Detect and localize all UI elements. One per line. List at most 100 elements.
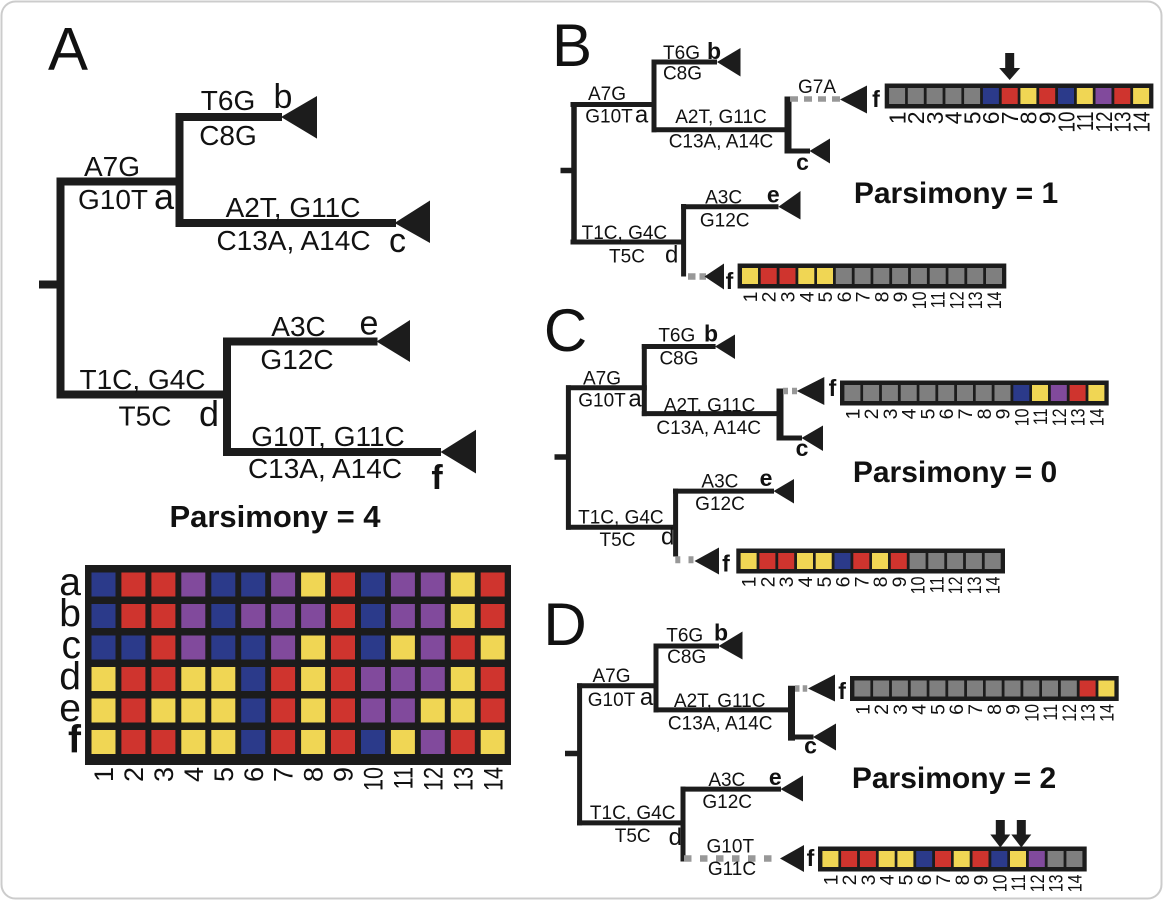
svg-text:Parsimony = 0: Parsimony = 0 — [853, 456, 1057, 489]
svg-text:B: B — [552, 12, 592, 79]
svg-text:9: 9 — [329, 767, 359, 782]
svg-text:G10T: G10T — [707, 837, 755, 858]
svg-text:1: 1 — [739, 577, 761, 588]
svg-text:e: e — [59, 687, 81, 730]
svg-text:e: e — [767, 182, 780, 208]
svg-text:7: 7 — [997, 112, 1023, 125]
svg-text:G10T: G10T — [585, 107, 633, 128]
svg-text:e: e — [360, 305, 379, 343]
svg-text:T5C: T5C — [119, 401, 172, 432]
svg-text:9: 9 — [971, 875, 993, 886]
svg-text:13: 13 — [1111, 112, 1136, 133]
svg-text:14: 14 — [982, 576, 1004, 594]
svg-text:8: 8 — [299, 767, 329, 782]
svg-text:a: a — [59, 561, 81, 604]
svg-text:5: 5 — [918, 408, 940, 419]
svg-text:A2T, G11C: A2T, G11C — [226, 192, 361, 223]
svg-text:2: 2 — [759, 292, 781, 303]
svg-text:T6G: T6G — [663, 43, 700, 64]
svg-text:A3C: A3C — [708, 770, 745, 791]
svg-text:12: 12 — [1058, 704, 1080, 722]
svg-text:e: e — [769, 764, 782, 790]
svg-text:T5C: T5C — [600, 530, 636, 551]
svg-text:C: C — [544, 297, 587, 364]
svg-text:A7G: A7G — [583, 369, 621, 390]
svg-text:13: 13 — [449, 767, 479, 791]
svg-text:G10T: G10T — [588, 690, 636, 711]
svg-text:6: 6 — [239, 767, 269, 782]
svg-text:7: 7 — [955, 409, 977, 420]
svg-text:A2T, G11C: A2T, G11C — [675, 107, 767, 128]
svg-text:10: 10 — [359, 767, 389, 791]
svg-text:4: 4 — [909, 704, 931, 715]
svg-text:b: b — [274, 78, 293, 116]
svg-text:2: 2 — [903, 112, 929, 125]
svg-text:11: 11 — [1008, 874, 1030, 891]
svg-text:8: 8 — [952, 875, 974, 886]
svg-text:14: 14 — [984, 291, 1006, 309]
svg-text:d: d — [199, 393, 219, 434]
svg-text:2: 2 — [757, 577, 779, 588]
svg-text:13: 13 — [1067, 408, 1089, 426]
svg-text:10: 10 — [1055, 112, 1080, 133]
svg-text:11: 11 — [1040, 704, 1062, 721]
svg-text:7: 7 — [965, 704, 987, 715]
svg-text:C13A, A14C: C13A, A14C — [669, 132, 774, 153]
svg-text:3: 3 — [778, 292, 800, 303]
svg-text:C13A, A14C: C13A, A14C — [216, 225, 370, 256]
svg-text:a: a — [628, 386, 642, 413]
svg-text:7: 7 — [853, 292, 875, 303]
svg-text:f: f — [726, 268, 734, 294]
svg-text:Parsimony = 4: Parsimony = 4 — [169, 499, 381, 534]
svg-text:11: 11 — [927, 291, 949, 308]
svg-text:A2T, G11C: A2T, G11C — [664, 396, 756, 417]
svg-text:G11C: G11C — [708, 859, 756, 880]
svg-text:2: 2 — [861, 409, 883, 420]
svg-text:C13A, A14C: C13A, A14C — [668, 714, 773, 735]
svg-text:3: 3 — [776, 577, 798, 588]
svg-text:5: 5 — [928, 704, 950, 715]
svg-text:14: 14 — [479, 767, 509, 791]
svg-text:C13A, A14C: C13A, A14C — [248, 453, 402, 484]
svg-text:T1C, G4C: T1C, G4C — [582, 223, 668, 244]
svg-text:f: f — [807, 845, 815, 871]
svg-text:2: 2 — [871, 704, 893, 715]
svg-text:14: 14 — [1096, 704, 1118, 722]
svg-text:T6G: T6G — [658, 326, 695, 347]
svg-text:4: 4 — [795, 576, 817, 587]
svg-text:e: e — [760, 465, 773, 491]
svg-text:14: 14 — [1130, 111, 1155, 132]
svg-text:a: a — [640, 684, 654, 711]
svg-text:b: b — [714, 620, 728, 646]
svg-text:c: c — [796, 149, 809, 175]
svg-text:10: 10 — [989, 874, 1011, 892]
svg-text:14: 14 — [1086, 408, 1108, 426]
svg-text:7: 7 — [269, 767, 299, 782]
svg-text:c: c — [796, 435, 809, 461]
svg-text:G12C: G12C — [260, 344, 333, 375]
svg-text:f: f — [838, 678, 846, 704]
svg-text:G12C: G12C — [700, 211, 750, 232]
svg-text:G12C: G12C — [702, 792, 752, 813]
svg-text:T1C, G4C: T1C, G4C — [79, 364, 205, 395]
svg-text:b: b — [59, 593, 81, 636]
svg-text:11: 11 — [389, 767, 419, 789]
svg-text:f: f — [872, 86, 880, 112]
svg-text:A7G: A7G — [588, 84, 626, 105]
svg-text:4: 4 — [941, 111, 967, 124]
svg-text:A3C: A3C — [705, 187, 742, 208]
svg-text:T5C: T5C — [615, 826, 651, 847]
svg-text:a: a — [635, 102, 649, 129]
svg-text:T6G: T6G — [666, 626, 703, 647]
svg-text:13: 13 — [965, 291, 987, 309]
svg-text:f: f — [431, 459, 443, 497]
svg-text:3: 3 — [149, 767, 179, 782]
svg-text:11: 11 — [1073, 112, 1098, 132]
svg-text:1: 1 — [89, 767, 119, 782]
svg-text:1: 1 — [852, 704, 874, 715]
svg-text:T6G: T6G — [201, 85, 255, 116]
svg-text:d: d — [665, 241, 678, 268]
svg-text:7: 7 — [851, 577, 873, 588]
svg-text:9: 9 — [1035, 112, 1061, 125]
svg-text:A3C: A3C — [701, 472, 738, 493]
